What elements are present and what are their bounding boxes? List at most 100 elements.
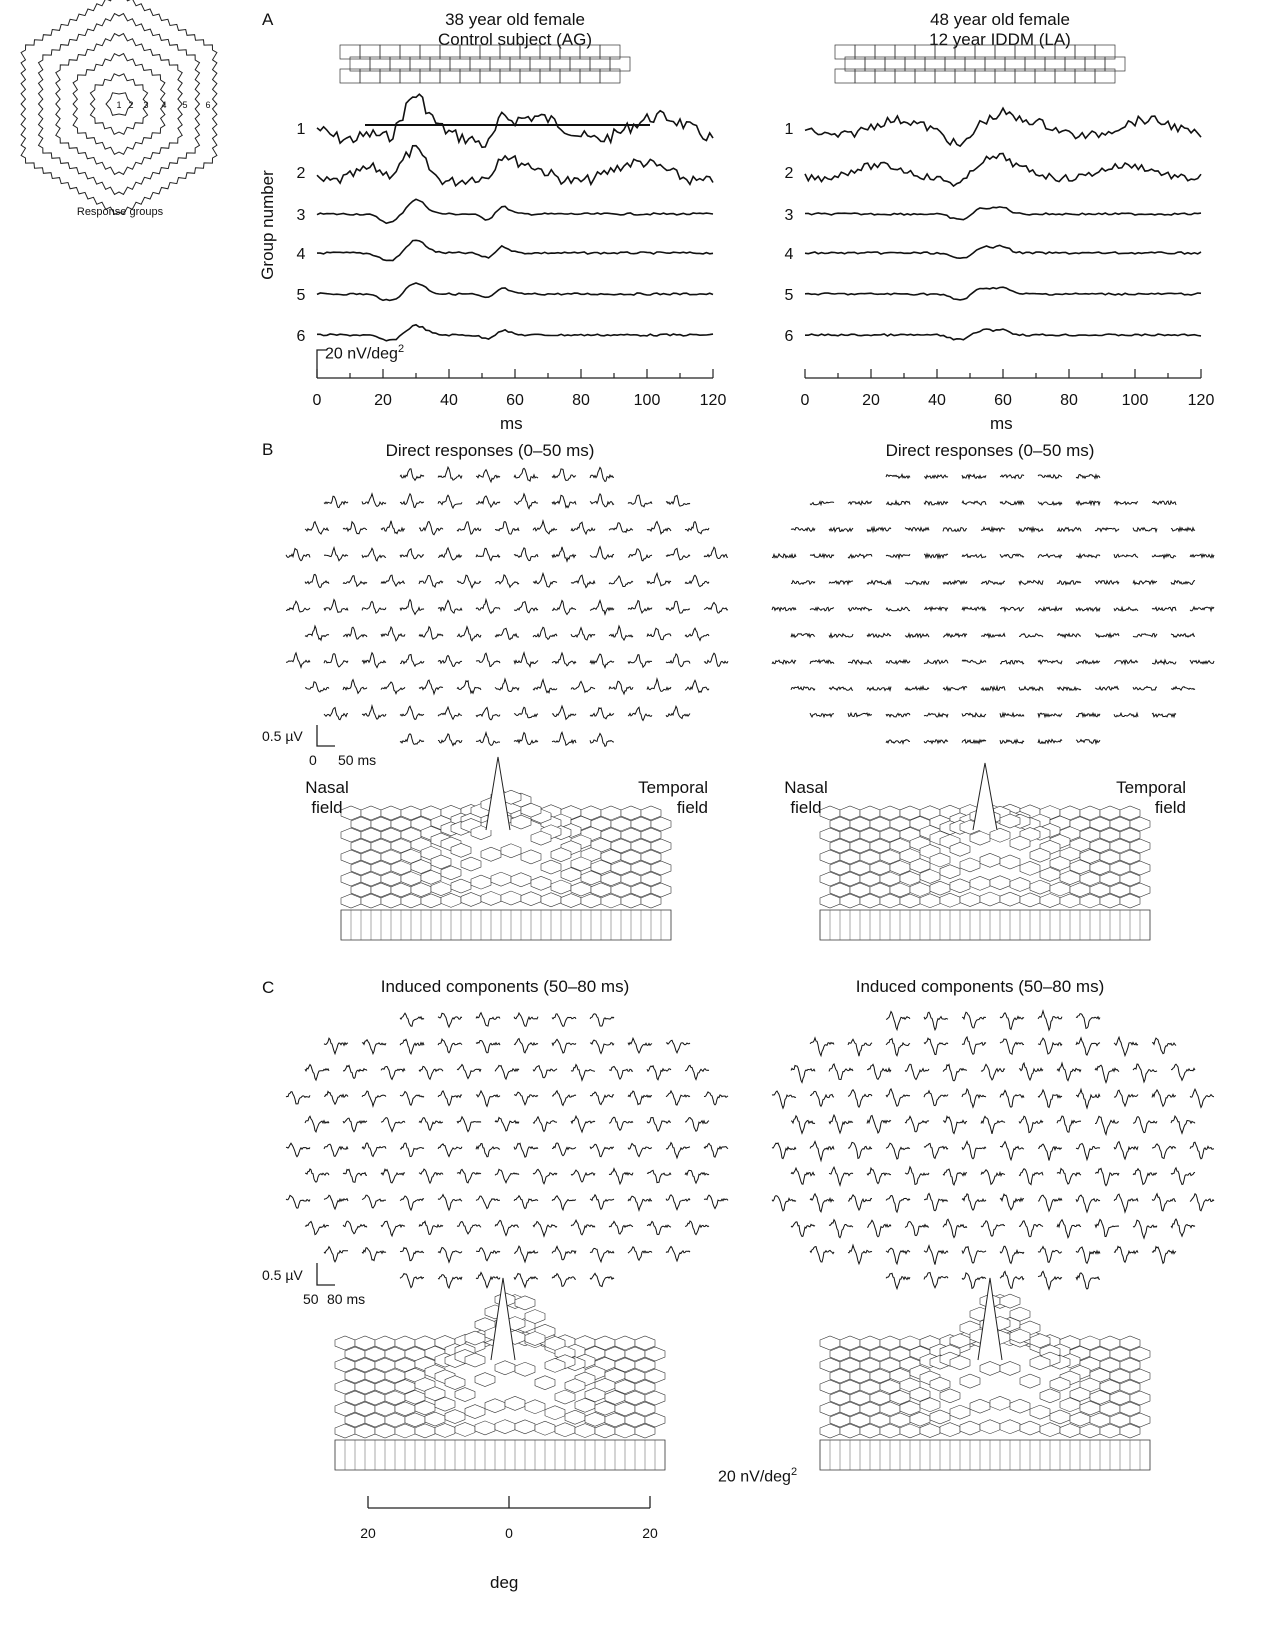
panel-b-left-array-trace	[475, 597, 501, 615]
panel-c-left-array-trace	[513, 1011, 539, 1027]
panel-b-left-array-trace	[361, 492, 387, 507]
panel-c-right-3d-plot-cell	[869, 1368, 891, 1384]
panel-c-left-array-trace	[361, 1090, 387, 1108]
panel-b-right-3d-plot-cell	[879, 849, 901, 865]
panel-b-left-3d-plot-cell	[430, 854, 452, 870]
panel-b-left-array-trace	[437, 599, 463, 614]
panel-b-left-array-trace	[665, 704, 691, 720]
panel-c-right-array-trace	[1171, 1063, 1196, 1082]
panel-b-right-3d-plot-cell	[889, 816, 911, 832]
panel-b-right-3d-plot-cell	[889, 882, 911, 898]
panel-c-right-3d-plot-cell	[899, 1400, 921, 1416]
panel-c-scale-bracket	[316, 1263, 335, 1286]
panel-b-right-array-trace	[980, 632, 1006, 639]
panel-c-left-array-trace	[589, 1143, 615, 1158]
panel-b-left-array-trace	[361, 547, 387, 562]
panel-b-left-array-trace	[665, 547, 691, 561]
panel-b-left-array-trace	[475, 547, 501, 562]
panel-c-left-array-trace	[475, 1271, 501, 1289]
panel-b-right-array-trace	[904, 580, 930, 586]
panel-c-right-array-trace	[999, 1140, 1025, 1162]
panel-b-right-array-trace	[809, 658, 835, 665]
panel-c-left-array-trace	[589, 1013, 615, 1027]
panel-c-left-array-trace	[399, 1246, 425, 1262]
panel-a-left-title-2: Control subject (AG)	[438, 30, 592, 49]
panel-c-right-array-trace	[1094, 1064, 1120, 1084]
panel-a-right-tick-label: 100	[1122, 392, 1149, 409]
ring-number-2: 2	[128, 100, 133, 110]
panel-b-right-array-trace	[1113, 711, 1139, 718]
panel-c-left-array-trace	[437, 1193, 463, 1212]
panel-b-right-array-trace	[999, 474, 1025, 480]
panel-c-scale-voltage: 0.5 µV	[262, 1267, 303, 1283]
panel-b-left-array-trace	[437, 705, 463, 721]
panel-c-left-3d-plot-cell	[514, 1361, 536, 1377]
panel-c-right-array-trace	[961, 1193, 987, 1211]
panel-b-right-array-trace	[1113, 553, 1139, 559]
panel-c-left-3d-plot-cell	[644, 1412, 666, 1428]
panel-c-right-array-trace	[1037, 1270, 1063, 1291]
panel-b-left-array-trace	[608, 575, 634, 587]
panel-c-right-array-trace	[885, 1247, 911, 1266]
panel-b-right-array-trace	[885, 739, 911, 745]
panel-a-right-trace-5	[804, 286, 1202, 301]
panel-b-left-array-trace	[399, 705, 425, 721]
panel-a-left-group-label-3: 3	[297, 207, 306, 224]
panel-b-right-array-trace	[1075, 552, 1101, 559]
panel-c-right-array-trace	[1037, 1245, 1063, 1264]
panel-b-left-array-trace	[627, 494, 653, 508]
panel-b-left-temporal: Temporal field	[638, 778, 708, 817]
panel-c-right-3d-plot-cell	[949, 1355, 971, 1371]
panel-b-right-array-trace	[999, 738, 1025, 745]
panel-b-left-3d-plot-cell	[450, 843, 472, 858]
panel-c-right-array-trace	[1056, 1061, 1082, 1082]
panel-a-left-group-label-2: 2	[297, 165, 306, 182]
panel-b-left-array-trace	[304, 573, 330, 589]
panel-c-left-array-trace	[323, 1245, 348, 1263]
panel-b-right-array-trace	[942, 632, 968, 639]
panel-b-right-3d-plot-cell	[1119, 805, 1141, 821]
panel-b-right-array-trace	[1113, 659, 1139, 666]
panel-b-left-array-trace	[456, 521, 482, 535]
panel-b-left-array-trace	[475, 495, 501, 509]
panel-a-right-group-label-3: 3	[785, 207, 794, 224]
panel-b-left-3d-plot-cell	[400, 871, 422, 886]
panel-b-right-3d-plot-cell	[969, 876, 991, 891]
panel-b-right-array-trace	[980, 579, 1005, 586]
panel-c-left-array-trace	[342, 1064, 368, 1080]
panel-b-right-3d-plot-cell	[929, 852, 951, 868]
panel-c-left-array-trace	[627, 1195, 653, 1212]
panel-c-left-array-trace	[456, 1115, 482, 1133]
panel-c-right-3d-plot-cell	[999, 1293, 1021, 1309]
panel-c-right-array-trace	[942, 1115, 968, 1135]
panel-b-right-3d-plot-cell	[989, 827, 1011, 843]
panel-c-left-array-trace	[304, 1063, 330, 1082]
panel-b-right-array-trace	[847, 606, 873, 612]
panel-b-left-array-trace	[646, 676, 672, 692]
panel-c-left-array-trace	[551, 1195, 577, 1212]
panel-c-left-3d-plot-cell	[384, 1368, 406, 1384]
panel-c-left-array-trace	[589, 1272, 615, 1288]
panel-b-left-3d-plot-cell	[640, 871, 662, 887]
panel-b-left-array-trace	[551, 546, 577, 563]
panel-c-right-3d-plot-cell	[879, 1379, 901, 1395]
panel-b-right-array-trace	[961, 499, 987, 506]
panel-c-right-3d-plot-cell	[939, 1422, 961, 1437]
panel-b-right-array-trace	[1094, 526, 1120, 533]
panel-c-left-array-trace	[570, 1114, 596, 1134]
panel-b-left-array-trace	[399, 598, 425, 616]
panel-c-right-3d-plot-cell	[899, 1423, 921, 1439]
panel-c-right-array-trace	[1132, 1063, 1158, 1084]
panel-a-left-tick-label: 20	[374, 392, 392, 409]
panel-c-left-3d-plot-cell	[554, 1422, 576, 1438]
panel-c-right-array-trace	[904, 1115, 930, 1133]
panel-b-right-array-trace	[1113, 500, 1139, 507]
panel-a-left-xlabel: ms	[500, 414, 523, 433]
panel-c-right-array-trace	[790, 1166, 816, 1185]
panel-b-right-array-trace	[1170, 579, 1196, 586]
panel-c-left-array-trace	[361, 1038, 387, 1056]
panel-c-right-array-trace	[1113, 1140, 1139, 1161]
panel-b-right-3d-plot-cell	[959, 892, 981, 907]
panel-a-right-title-1: 48 year old female	[930, 10, 1070, 29]
